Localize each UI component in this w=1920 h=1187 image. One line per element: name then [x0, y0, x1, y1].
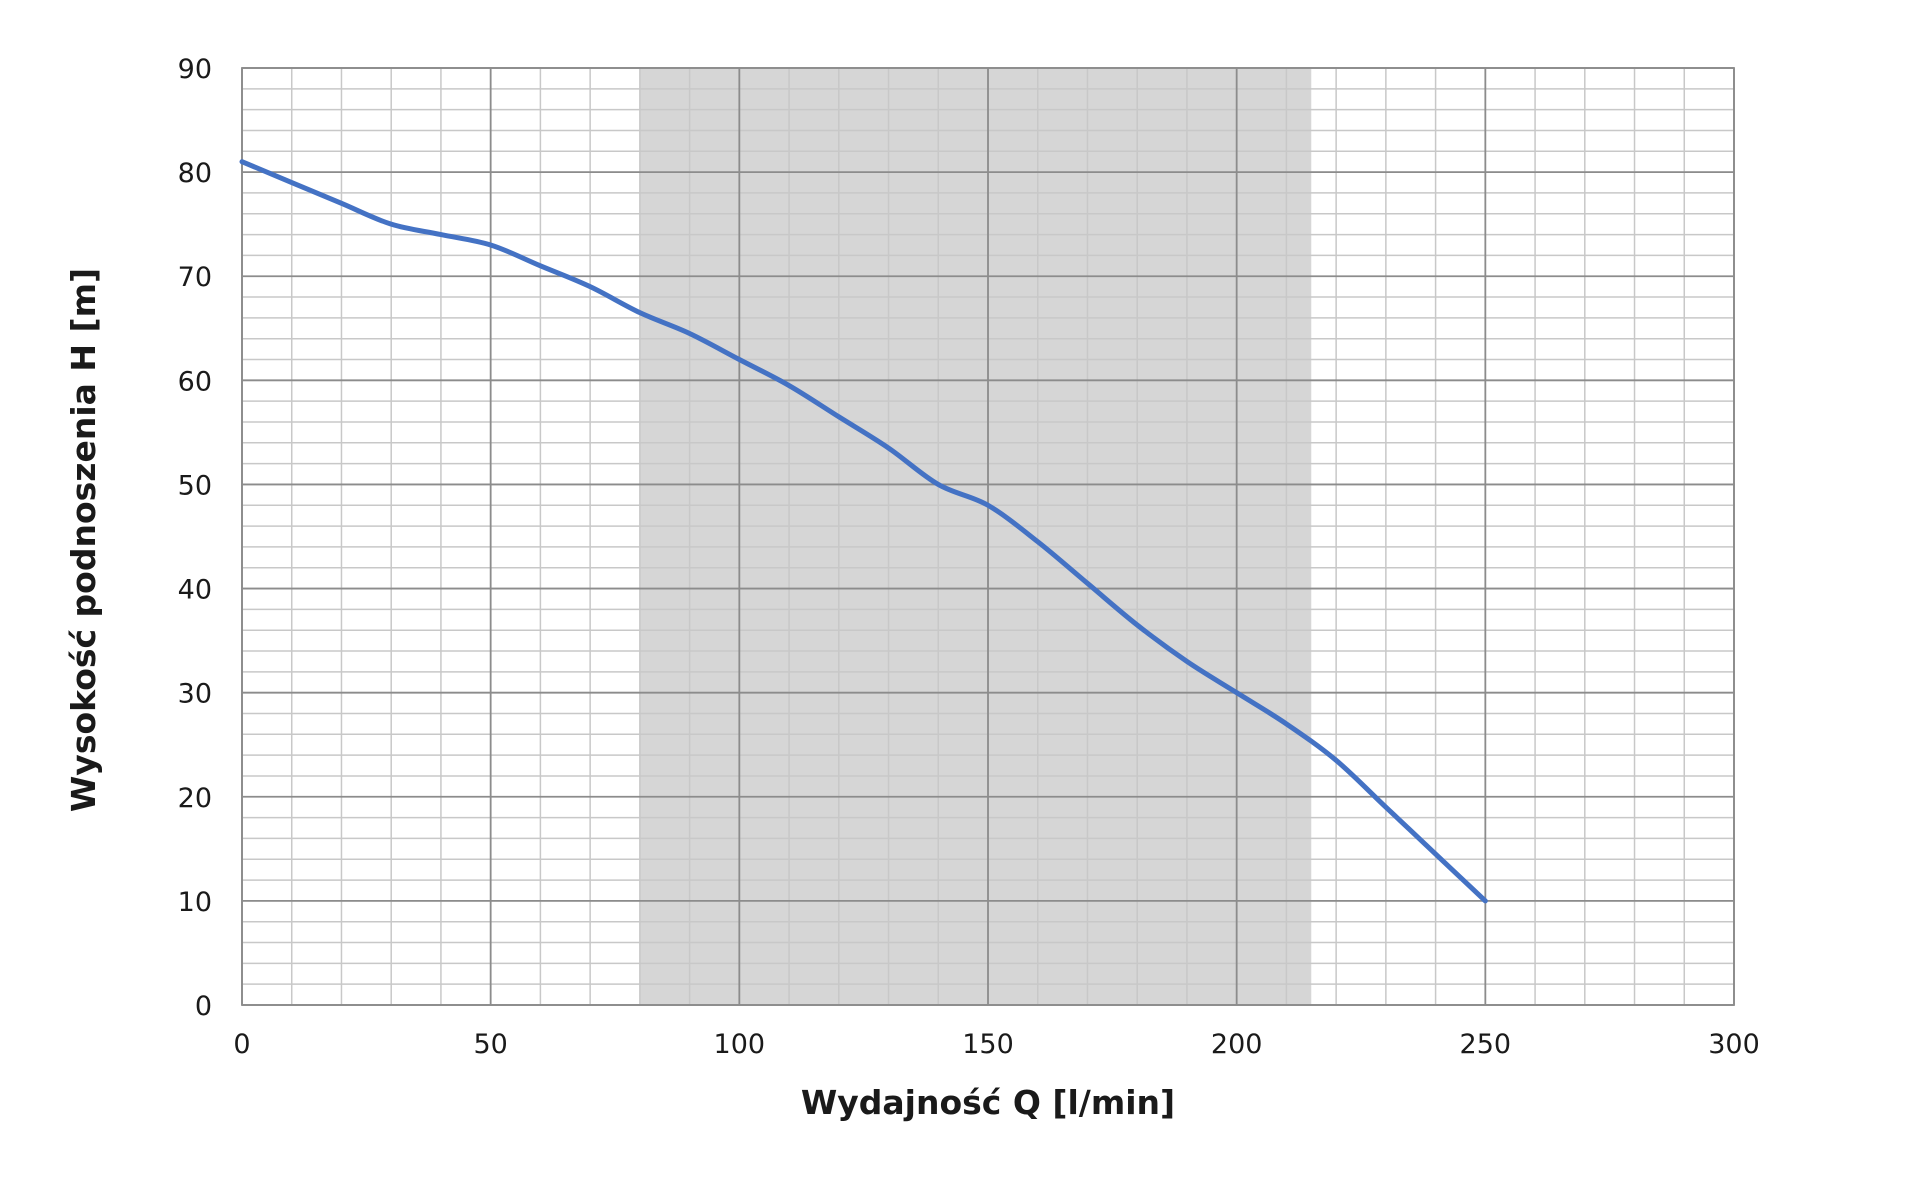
- y-tick-label: 20: [178, 783, 212, 814]
- curve-data-point: [341, 203, 342, 204]
- x-axis-title: Wydajność Q [l/min]: [801, 1083, 1175, 1122]
- x-tick-label: 150: [962, 1029, 1014, 1060]
- curve-data-point: [1385, 807, 1386, 808]
- curve-data-point: [1435, 854, 1436, 855]
- y-tick-label: 30: [178, 679, 212, 710]
- y-axis-title: Wysokość podnoszenia H [m]: [64, 268, 103, 812]
- curve-data-point: [1186, 661, 1187, 662]
- y-tick-label: 0: [195, 991, 212, 1022]
- y-tick-label: 50: [178, 470, 212, 501]
- curve-data-point: [1286, 723, 1287, 724]
- curve-data-point: [739, 359, 740, 360]
- curve-data-point: [1236, 692, 1237, 693]
- curve-data-point: [938, 484, 939, 485]
- y-tick-label: 90: [178, 54, 212, 85]
- x-tick-label: 250: [1460, 1029, 1512, 1060]
- curve-data-point: [291, 182, 292, 183]
- curve-data-point: [1137, 624, 1138, 625]
- curve-data-point: [391, 224, 392, 225]
- y-tick-label: 10: [178, 887, 212, 918]
- curve-data-point: [1087, 583, 1088, 584]
- x-tick-label: 0: [233, 1029, 250, 1060]
- curve-data-point: [838, 416, 839, 417]
- pump-curve-line: [239, 159, 1488, 904]
- x-tick-label: 50: [473, 1029, 507, 1060]
- x-tick-label: 200: [1211, 1029, 1263, 1060]
- curve-data-point: [689, 333, 690, 334]
- curve-data-point: [590, 286, 591, 287]
- curve-data-point: [540, 265, 541, 266]
- curve-data-point: [988, 505, 989, 506]
- curve-data-point: [1485, 900, 1486, 901]
- y-tick-label: 70: [178, 262, 212, 293]
- curve-data-point: [242, 161, 243, 162]
- operating-range-band: [639, 68, 1312, 1005]
- curve-data-point: [440, 234, 441, 235]
- curve-data-point: [1336, 760, 1337, 761]
- curve-data-point: [888, 448, 889, 449]
- y-tick-label: 60: [178, 366, 212, 397]
- y-tick-label: 40: [178, 575, 212, 606]
- y-tick-label: 80: [178, 158, 212, 189]
- x-tick-label: 300: [1708, 1029, 1760, 1060]
- x-tick-label: 100: [714, 1029, 766, 1060]
- curve-data-point: [490, 244, 491, 245]
- curve-data-point: [1037, 541, 1038, 542]
- curve-data-point: [789, 385, 790, 386]
- curve-data-point: [639, 312, 640, 313]
- plot-border: [241, 67, 1735, 1006]
